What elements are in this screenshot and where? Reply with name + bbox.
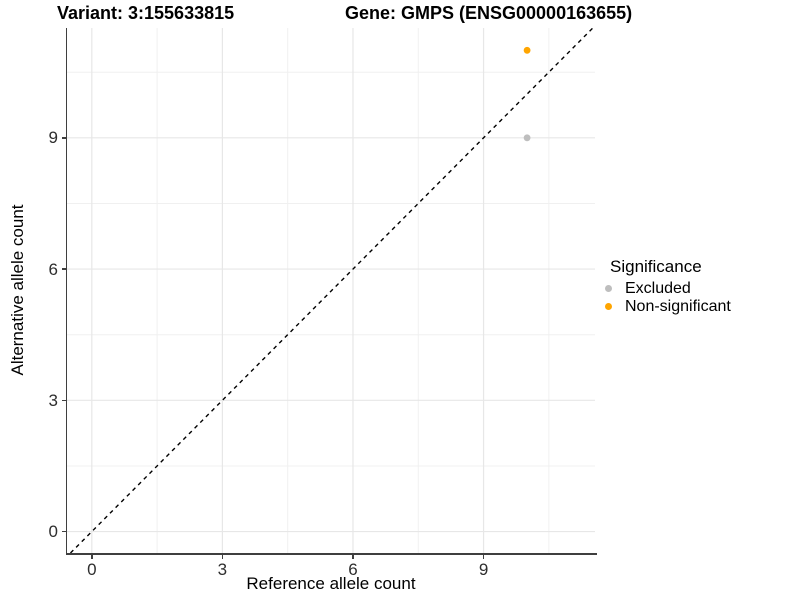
x-axis-line (65, 553, 597, 555)
identity-line (69, 28, 594, 553)
y-tick-mark (62, 399, 67, 401)
plot-title-gene: Gene: GMPS (ENSG00000163655) (345, 3, 633, 23)
y-tick-mark (62, 530, 67, 533)
y-tick-label: 9 (48, 128, 58, 148)
legend: Significance Excluded Non-significant (604, 256, 731, 315)
data-point-excluded (523, 134, 531, 142)
y-tick-label: 6 (48, 259, 58, 279)
legend-title: Significance (610, 257, 702, 276)
data-point-non-significant (523, 46, 531, 54)
legend-label: Excluded (625, 280, 691, 297)
plot-title-variant: Variant: 3:155633815 (57, 3, 235, 23)
legend-item-excluded: Excluded (604, 280, 731, 298)
x-axis-title: Reference allele count (246, 574, 416, 593)
legend-item-non-significant: Non-significant (604, 298, 731, 316)
plot-panel (67, 28, 595, 553)
excluded-dot-icon (605, 285, 612, 293)
y-axis-line (65, 28, 67, 555)
plot-area-svg (67, 28, 595, 553)
x-axis-ticks: 0 3 6 9 (67, 554, 595, 583)
x-tick-label: 9 (478, 560, 489, 579)
y-axis-ticks: 0 3 6 9 (0, 28, 67, 553)
x-tick-label: 3 (217, 560, 228, 579)
x-tick-mark (482, 554, 485, 559)
x-tick-mark (91, 554, 93, 559)
y-tick-label: 0 (48, 522, 58, 542)
x-tick-mark (221, 554, 224, 559)
y-tick-label: 3 (48, 390, 58, 410)
y-axis-title: Alternative allele count (8, 204, 27, 376)
non-significant-dot-icon (605, 302, 612, 310)
y-tick-mark (62, 137, 67, 139)
legend-label: Non-significant (625, 297, 731, 315)
y-tick-mark (62, 268, 67, 270)
x-tick-mark (352, 554, 354, 559)
x-tick-label: 0 (87, 560, 97, 579)
x-tick-label: 6 (348, 560, 358, 579)
